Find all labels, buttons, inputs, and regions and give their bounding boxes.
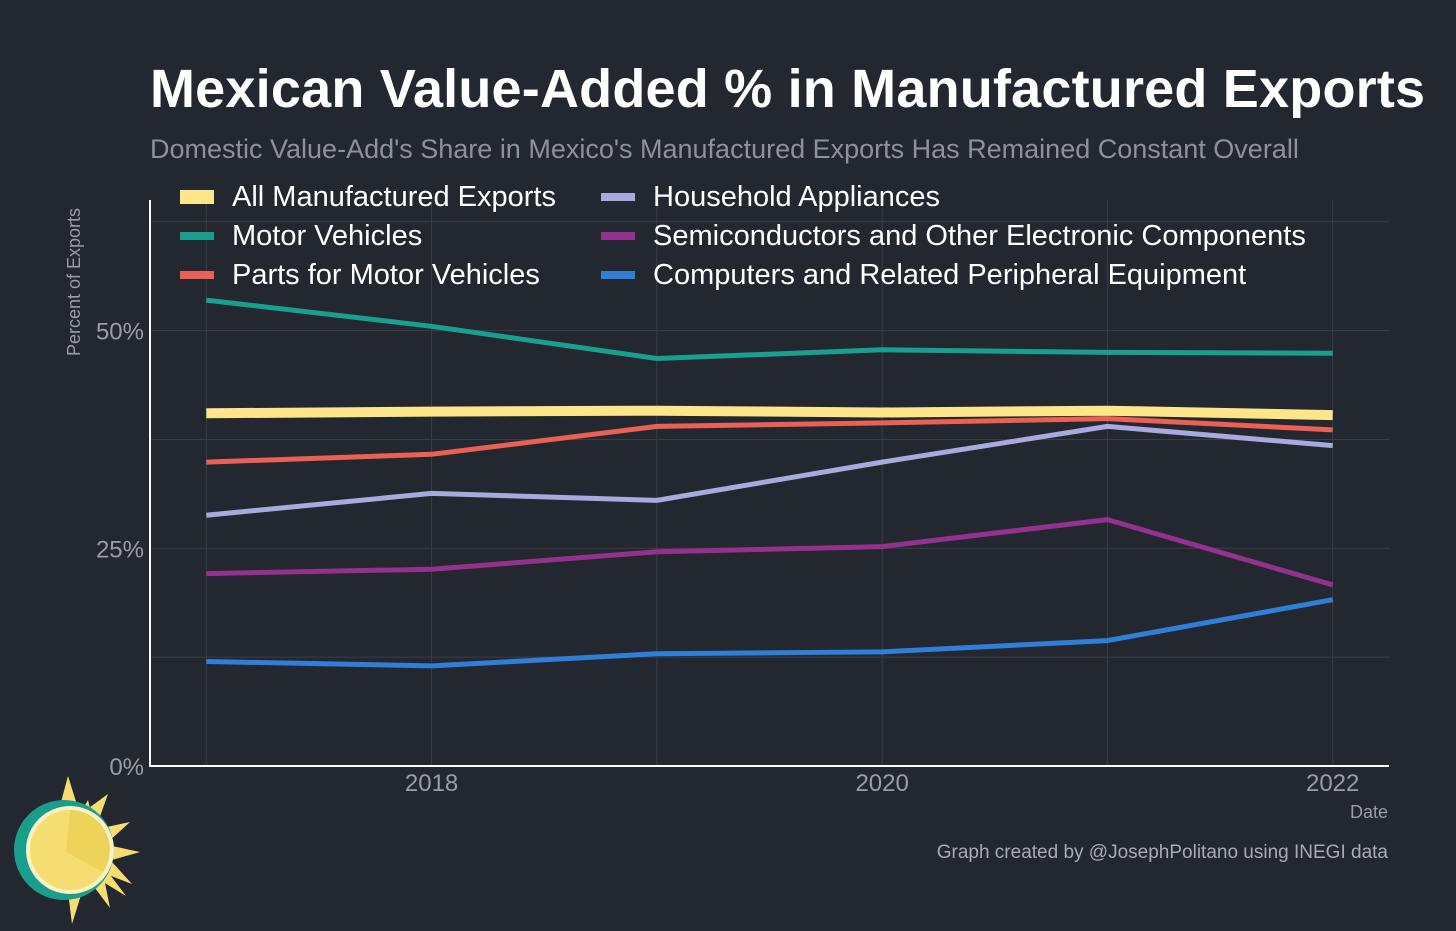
legend-label: Semiconductors and Other Electronic Comp… (653, 219, 1306, 252)
series-lines (206, 297, 1334, 669)
legend-label: Computers and Related Peripheral Equipme… (653, 258, 1247, 291)
legend-label: Parts for Motor Vehicles (232, 258, 540, 291)
legend-item-all-manufactured-exports: All Manufactured Exports (180, 178, 556, 216)
sun-logo-icon (8, 776, 148, 931)
x-tick-label: 2020 (855, 770, 908, 797)
legend-label: Household Appliances (653, 180, 940, 213)
legend-swatch (180, 271, 214, 279)
series-line-semiconductors-and-other-electronic-components (206, 517, 1334, 588)
axes (149, 200, 1389, 767)
y-tick-label: 50% (96, 319, 144, 346)
legend-swatch (601, 271, 635, 279)
axis-labels: 0% 25% 50% 2018 2020 2022 Date Percent of Expor… (64, 208, 1388, 822)
y-tick-label: 25% (96, 536, 144, 563)
legend-swatch (180, 190, 214, 204)
y-axis-title: Percent of Exports (64, 208, 84, 356)
series-line-household-appliances (206, 423, 1333, 518)
series-line-parts-for-motor-vehicles (206, 416, 1333, 465)
x-tick-label: 2018 (405, 770, 458, 797)
chart-subtitle: Domestic Value-Add's Share in Mexico's M… (150, 134, 1299, 164)
series-line-computers-and-related-peripheral-equipment (206, 597, 1334, 669)
legend-item-semiconductors-and-other-electronic-components: Semiconductors and Other Electronic Comp… (601, 217, 1306, 255)
legend-swatch (601, 232, 635, 240)
legend-item-motor-vehicles: Motor Vehicles (180, 217, 422, 255)
source-caption: Graph created by @JosephPolitano using I… (936, 842, 1388, 863)
legend-item-parts-for-motor-vehicles: Parts for Motor Vehicles (180, 256, 540, 294)
legend-label: All Manufactured Exports (232, 180, 556, 213)
legend: All Manufactured Exports Motor Vehicles Pa… (180, 178, 1380, 298)
series-line-motor-vehicles (206, 297, 1333, 361)
legend-label: Motor Vehicles (232, 219, 423, 252)
series-line-all-manufactured-exports (206, 405, 1333, 421)
grid-lines (150, 200, 1389, 766)
legend-swatch (601, 193, 635, 201)
legend-item-computers-and-related-peripheral-equipment: Computers and Related Peripheral Equipme… (601, 256, 1246, 294)
y-tick-label: 0% (109, 754, 144, 781)
legend-swatch (180, 232, 214, 240)
x-axis-title: Date (1350, 802, 1388, 822)
chart-title: Mexican Value-Added % in Manufactured Ex… (150, 59, 1426, 119)
legend-item-household-appliances: Household Appliances (601, 178, 940, 216)
x-tick-label: 2022 (1306, 770, 1359, 797)
